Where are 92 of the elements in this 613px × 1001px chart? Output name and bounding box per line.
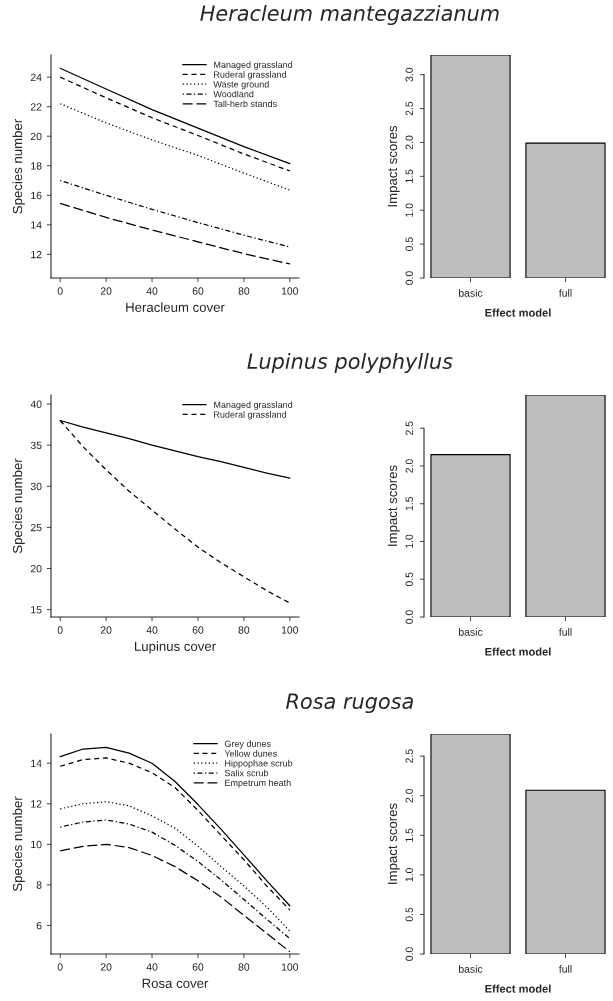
x-tick-label: 80 xyxy=(238,626,250,634)
y-axis-title: Impact scores xyxy=(387,803,400,884)
legend-label: Ruderal grassland xyxy=(214,411,287,420)
y-tick-label: 0.0 xyxy=(405,271,413,285)
x-axis-title: Heracleum cover xyxy=(126,302,225,312)
line-series xyxy=(59,179,291,248)
legend-label: Tall-herb stands xyxy=(213,100,277,108)
x-axis-title: Effect model xyxy=(485,647,551,656)
y-tick-label: 1.5 xyxy=(405,169,413,183)
y-tick-label: 0.0 xyxy=(405,610,413,624)
x-tick-label: 0 xyxy=(57,287,63,295)
y-tick-label: 14 xyxy=(31,221,42,229)
legend-label: Ruderal grassland xyxy=(214,71,287,80)
y-tick-label: 8 xyxy=(36,881,42,889)
y-axis-title: Species number xyxy=(12,119,25,214)
x-tick-label: 100 xyxy=(281,287,299,295)
legend-label: Managed grassland xyxy=(214,61,293,70)
y-tick-label: 22 xyxy=(30,103,42,111)
line-series xyxy=(59,819,291,940)
y-tick-label: 15 xyxy=(31,606,42,614)
y-tick-label: 2.5 xyxy=(405,101,413,116)
x-tick-label: 0 xyxy=(57,626,63,634)
x-tick-label: full xyxy=(558,628,572,636)
x-tick-label: 100 xyxy=(281,626,299,634)
x-tick-label: 60 xyxy=(192,626,204,634)
x-tick-label: 40 xyxy=(146,626,158,634)
x-axis-title: Effect model xyxy=(485,308,551,317)
y-tick-label: 20 xyxy=(30,132,42,141)
legend-label: Managed grassland xyxy=(214,401,293,410)
y-tick-label: 3.0 xyxy=(405,67,413,82)
y-axis-title: Impact scores xyxy=(387,465,400,546)
y-tick-label: 2.5 xyxy=(405,749,413,763)
line-series xyxy=(59,801,291,932)
y-tick-label: 2.0 xyxy=(405,788,413,803)
x-tick-label: 20 xyxy=(100,963,112,971)
y-tick-label: 0.0 xyxy=(405,947,413,961)
line-series xyxy=(59,843,291,953)
x-tick-label: 0 xyxy=(57,963,63,971)
y-tick-label: 0.5 xyxy=(405,572,413,587)
x-tick-label: 60 xyxy=(192,963,204,971)
y-tick-label: 0.5 xyxy=(405,907,413,922)
legend-label: Hippophae scrub xyxy=(225,759,293,769)
legend-label: Salix scrub xyxy=(224,769,269,777)
y-tick-label: 24 xyxy=(30,73,42,81)
x-tick-label: basic xyxy=(459,965,483,973)
x-tick-label: basic xyxy=(459,628,483,636)
legend-label: Waste ground xyxy=(213,80,269,90)
y-tick-label: 35 xyxy=(30,441,42,450)
x-tick-label: 20 xyxy=(100,626,112,634)
text: Heracleum mantegazzianum xyxy=(200,4,499,26)
y-axis-title: Impact scores xyxy=(387,125,400,207)
legend-label: Yellow dunes xyxy=(224,750,277,757)
legend-label: Grey dunes xyxy=(224,740,271,749)
y-tick-label: 0.5 xyxy=(405,237,413,251)
x-tick-label: 60 xyxy=(192,287,204,295)
y-tick-label: 40 xyxy=(30,400,42,408)
y-tick-label: 10 xyxy=(31,840,42,849)
x-tick-label: 100 xyxy=(281,963,299,971)
x-tick-label: 80 xyxy=(238,963,250,971)
y-tick-label: 2.5 xyxy=(405,421,413,435)
x-tick-label: basic xyxy=(459,289,483,297)
y-tick-label: 16 xyxy=(31,191,42,200)
y-tick-label: 1.5 xyxy=(405,496,413,511)
x-tick-label: 20 xyxy=(100,287,112,295)
y-tick-label: 1.5 xyxy=(405,828,413,842)
y-tick-label: 14 xyxy=(31,759,42,767)
y-tick-label: 6 xyxy=(36,921,42,930)
x-tick-label: 40 xyxy=(146,287,158,295)
x-tick-label: full xyxy=(558,289,572,297)
y-tick-label: 18 xyxy=(31,162,42,170)
x-axis-title: Rosa cover xyxy=(142,978,209,988)
x-axis-title: Effect model xyxy=(485,984,551,993)
x-tick-label: 40 xyxy=(146,963,158,971)
x-axis-title: Lupinus cover xyxy=(135,641,216,654)
x-tick-label: 80 xyxy=(238,287,250,295)
y-tick-label: 1.0 xyxy=(405,868,413,882)
text: Lupinus polyphyllus xyxy=(247,352,453,374)
y-tick-label: 2.0 xyxy=(405,135,413,150)
y-axis-title: Species number xyxy=(12,796,25,892)
y-tick-label: 12 xyxy=(31,250,42,259)
y-axis-title: Species number xyxy=(12,458,25,554)
y-tick-label: 25 xyxy=(30,523,42,532)
y-tick-label: 30 xyxy=(30,482,42,491)
legend-label: Empetrum heath xyxy=(225,779,291,788)
legend-label: Woodland xyxy=(213,90,254,98)
y-tick-label: 2.0 xyxy=(405,459,413,473)
y-tick-label: 12 xyxy=(31,800,42,808)
y-tick-label: 20 xyxy=(30,564,42,573)
x-tick-label: full xyxy=(558,965,572,973)
y-tick-label: 1.0 xyxy=(405,534,413,548)
y-tick-label: 1.0 xyxy=(405,203,413,217)
text: Rosa rugosa xyxy=(286,693,413,714)
